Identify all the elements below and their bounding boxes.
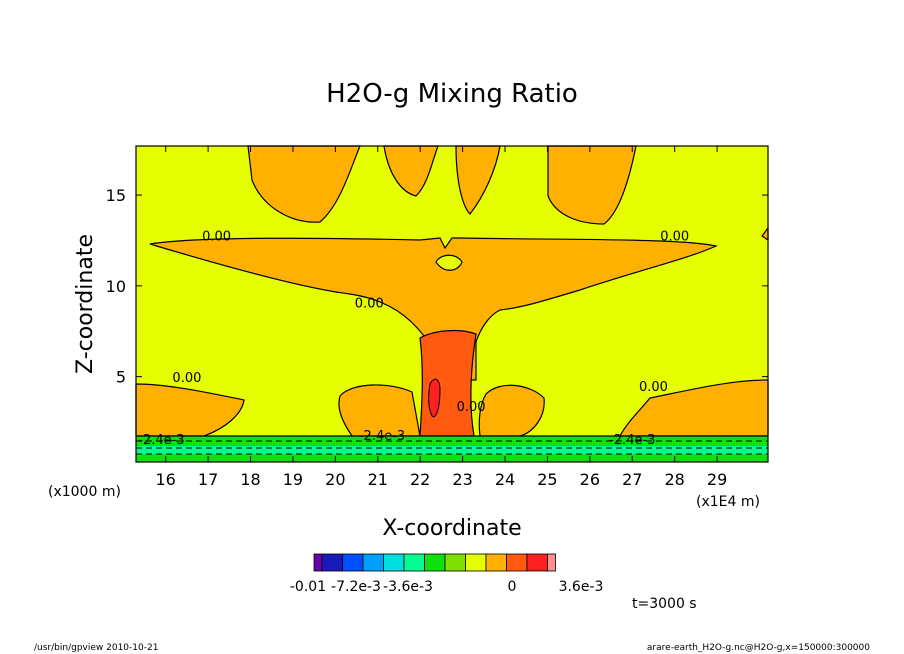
y-tick-label: 5 <box>116 368 126 387</box>
contour-labels: 0.00 0.00 0.00 0.00 0.00 -2.4e-3 -2.4e-3 -2.4e-… <box>138 229 689 447</box>
colorbar-swatch <box>444 553 466 572</box>
x-tick-label: 21 <box>368 470 388 489</box>
contour-label: -2.4e-3 <box>138 433 184 448</box>
x-tick-label: 28 <box>665 470 685 489</box>
colorbar-tick-label: -0.01 <box>290 579 326 595</box>
x-scale-label: (x1E4 m) <box>696 494 760 510</box>
contour-region-lobe-3 <box>455 145 501 215</box>
contour-region-lobe-1 <box>247 145 361 223</box>
contour-region-center-low <box>338 384 421 437</box>
colorbar-swatch <box>506 553 528 572</box>
x-tick-label: 19 <box>283 470 303 489</box>
colorbar-tick-label: -7.2e-3 <box>331 579 381 595</box>
footer-left: /usr/bin/gpview 2010-10-21 <box>34 643 158 653</box>
contour-label: -2.4e-3 <box>359 429 405 444</box>
colorbar-tick-label: 3.6e-3 <box>559 579 604 595</box>
colorbar-swatch <box>424 553 446 572</box>
colorbar-swatch <box>403 553 425 572</box>
colorbar-swatch <box>313 553 323 572</box>
x-tick-label: 24 <box>495 470 515 489</box>
x-tick-label: 20 <box>325 470 345 489</box>
time-label: t=3000 s <box>632 596 697 612</box>
x-tick-label: 18 <box>240 470 260 489</box>
colorbar-swatch <box>485 553 507 572</box>
y-axis: 5 10 15 <box>106 186 768 387</box>
chart-title: H2O-g Mixing Ratio <box>326 79 578 109</box>
x-tick-label: 26 <box>580 470 600 489</box>
colorbar-tick-label: -3.6e-3 <box>383 579 433 595</box>
colorbar-swatch <box>362 553 384 572</box>
colorbar-swatch <box>547 553 556 572</box>
x-tick-label: 22 <box>410 470 430 489</box>
colorbar-swatch <box>321 553 343 572</box>
contour-region-lobe-4 <box>547 145 637 225</box>
x-unit-label: (x1000 m) <box>48 484 121 500</box>
contour-label: 0.00 <box>202 229 231 244</box>
plot-frame <box>135 145 769 463</box>
contour-region-right-low <box>619 379 769 437</box>
contour-label: 0.00 <box>172 371 201 386</box>
y-tick-label: 15 <box>106 186 126 205</box>
x-tick-label: 23 <box>452 470 472 489</box>
contour-region-updraft-high <box>419 329 477 437</box>
contour-region-lobe-2 <box>383 145 439 197</box>
contour-region-anvil <box>149 237 718 381</box>
surface-layer-band <box>136 446 768 454</box>
contour-label: 0.00 <box>639 380 668 395</box>
colorbar-swatch <box>465 553 487 572</box>
colorbar-swatch <box>383 553 405 572</box>
contour-label: 0.00 <box>457 400 486 415</box>
x-tick-label: 17 <box>198 470 218 489</box>
colorbar-swatch <box>526 553 548 572</box>
contour-label: -2.4e-3 <box>609 433 655 448</box>
y-axis-label: Z-coordinate <box>73 234 98 374</box>
x-tick-label: 29 <box>707 470 727 489</box>
colorbar: -0.01 -7.2e-3 -3.6e-3 0 3.6e-3 <box>290 553 604 595</box>
x-axis: 16 17 18 19 20 21 22 23 24 25 26 27 28 29 <box>156 146 727 489</box>
contour-region-center-right-low <box>478 384 545 437</box>
x-tick-label: 27 <box>622 470 642 489</box>
colorbar-tick-label: 0 <box>508 579 517 595</box>
plot-area: 0.00 0.00 0.00 0.00 0.00 -2.4e-3 -2.4e-3 -2.4e-… <box>135 145 769 463</box>
x-tick-label: 25 <box>537 470 557 489</box>
colorbar-swatch <box>342 553 364 572</box>
x-tick-label: 16 <box>156 470 176 489</box>
contour-hole-updraft <box>428 378 441 418</box>
footer-right: arare-earth_H2O-g.nc@H2O-g,x=150000:3000… <box>647 643 870 653</box>
x-axis-label: X-coordinate <box>382 516 521 541</box>
contour-label: 0.00 <box>660 229 689 244</box>
contour-label: 0.00 <box>355 297 384 312</box>
y-tick-label: 10 <box>106 277 126 296</box>
contour-region-left-low <box>135 383 245 437</box>
contour-hole-anvil <box>435 254 463 271</box>
